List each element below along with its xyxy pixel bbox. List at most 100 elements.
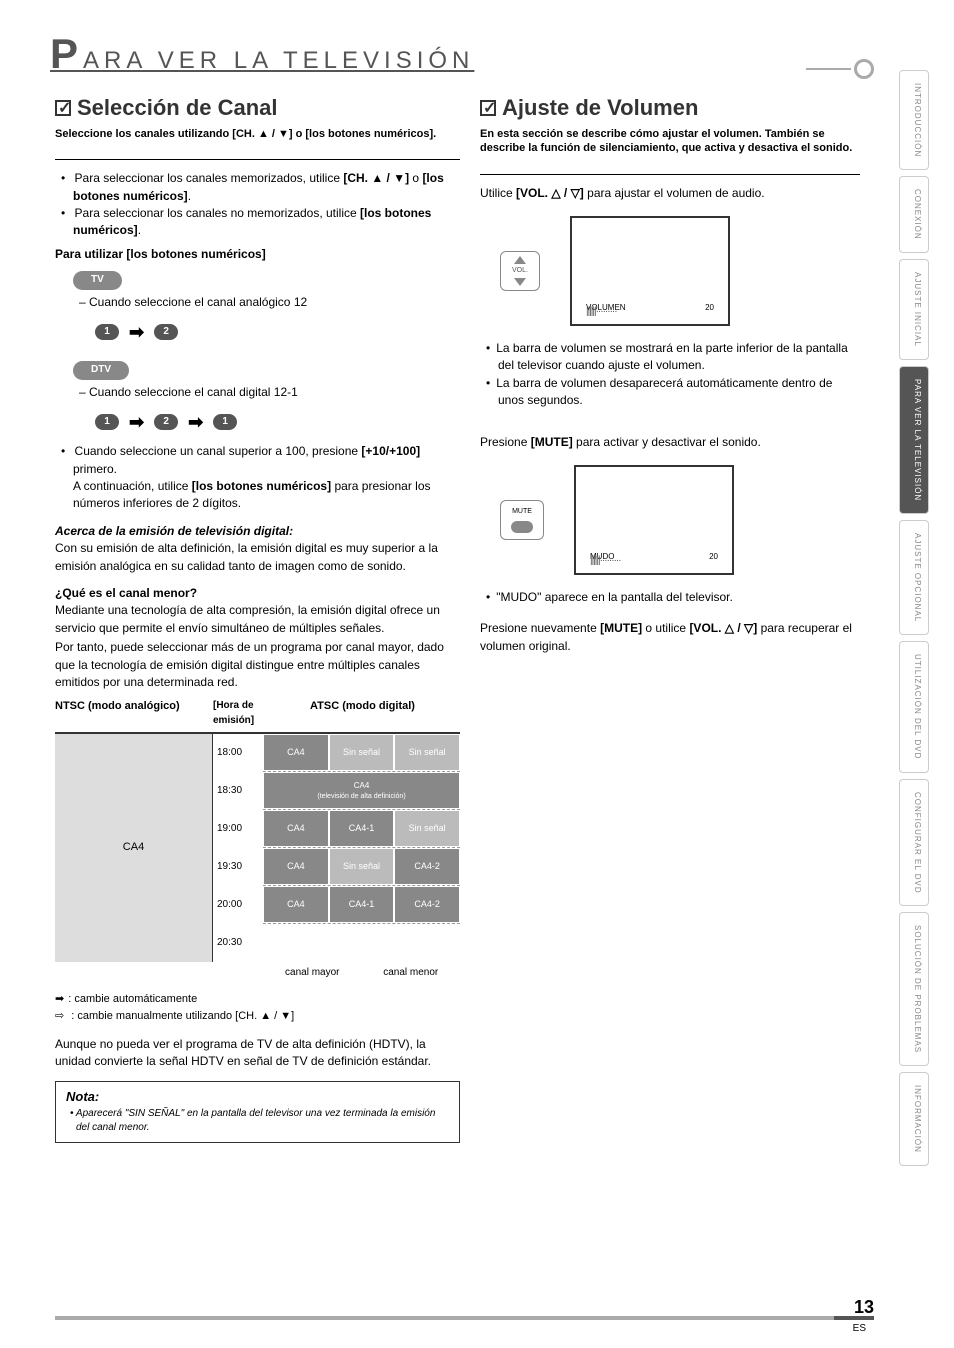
gc: Sin señal	[394, 734, 460, 771]
title-text: Selección de Canal	[77, 95, 278, 120]
header-hora: [Hora de emisión]	[213, 699, 265, 728]
howto-numeric: Para utilizar [los botones numéricos]	[55, 246, 460, 263]
minor-body-1: Mediante una tecnología de alta compresi…	[55, 602, 460, 637]
number-button: 2	[154, 324, 178, 340]
page-number: 13	[854, 1297, 874, 1318]
analog-sequence: 1 ➡ 2	[95, 319, 460, 345]
time-label: 19:00	[213, 810, 263, 848]
dtv-pill: DTV	[73, 361, 129, 380]
corner-decoration	[826, 55, 874, 83]
header-ntsc: NTSC (modo analógico)	[55, 699, 213, 728]
arrow-right-icon: ➡	[129, 409, 144, 435]
time-label: 20:30	[213, 924, 263, 962]
tv-screen-volume: VOLUMEN 20 ||||||·········	[570, 216, 730, 326]
page-lang: ES	[853, 1323, 866, 1334]
time-label: 18:30	[213, 772, 263, 810]
label-menor: canal menor	[362, 966, 461, 981]
minor-channel-title: ¿Qué es el canal menor?	[55, 585, 460, 602]
about-digital-body: Con su emisión de alta definición, la em…	[55, 540, 460, 575]
section-title-volume: Ajuste de Volumen	[480, 95, 860, 121]
atsc-grid: CA4 Sin señal Sin señal CA4 (televisión …	[263, 734, 460, 962]
digital-instruction: – Cuando seleccione el canal digital 12-…	[73, 384, 460, 401]
section-subtitle: Seleccione los canales utilizando [CH. ▲…	[55, 127, 460, 141]
nota-box: Nota: • Aparecerá "SIN SEÑAL" en la pant…	[55, 1081, 460, 1143]
nota-title: Nota:	[66, 1088, 449, 1107]
vol-bullet-2: La barra de volumen desaparecerá automát…	[498, 375, 860, 410]
time-label: 19:30	[213, 848, 263, 886]
mute-remote-button: MUTE	[500, 500, 544, 540]
number-button: 1	[95, 324, 119, 340]
label-mayor: canal mayor	[263, 966, 362, 981]
legend: : cambie automáticamente : cambie manual…	[55, 991, 460, 1026]
side-tab[interactable]: AJUSTE OPCIONAL	[899, 520, 929, 635]
vol-remote-button: VOL.	[500, 251, 540, 291]
number-button: 1	[213, 414, 237, 430]
analog-instruction: – Cuando seleccione el canal analógico 1…	[73, 294, 460, 311]
page-footer-bar	[55, 1316, 874, 1320]
up-triangle-icon	[514, 256, 526, 264]
side-tab[interactable]: INFORMACIÓN	[899, 1072, 929, 1166]
gc: CA4-2	[394, 848, 460, 885]
about-digital-title: Acerca de la emisión de televisión digit…	[55, 523, 460, 540]
title-text: Ajuste de Volumen	[502, 95, 698, 120]
gc: Sin señal	[394, 810, 460, 847]
time-label: 18:00	[213, 734, 263, 772]
gc: Sin señal	[329, 734, 395, 771]
arrow-right-icon: ➡	[129, 319, 144, 345]
right-column: Ajuste de Volumen En esta sección se des…	[480, 95, 860, 665]
side-tab[interactable]: AJUSTE INICIAL	[899, 259, 929, 360]
check-icon	[55, 100, 71, 116]
minor-body-2: Por tanto, puede seleccionar más de un p…	[55, 639, 460, 691]
header-atsc: ATSC (modo digital)	[265, 699, 460, 728]
section-title-channel: Selección de Canal	[55, 95, 460, 121]
side-tab[interactable]: INTRODUCCIÓN	[899, 70, 929, 170]
mudo-appears: "MUDO" aparece en la pantalla del televi…	[498, 589, 860, 606]
time-label: 20:00	[213, 886, 263, 924]
bullet-not-memorized: Para seleccionar los canales no memoriza…	[73, 205, 460, 240]
volume-illustration: VOL. VOLUMEN 20 ||||||·········	[500, 216, 860, 326]
side-tab[interactable]: SOLUCIÓN DE PROBLEMAS	[899, 912, 929, 1066]
check-icon	[480, 100, 496, 116]
osd-bar: ||||||·········	[590, 554, 621, 569]
volume-subtitle: En esta sección se describe cómo ajustar…	[480, 127, 860, 156]
gc: CA4	[263, 734, 329, 771]
over-100-note: Cuando seleccione un canal superior a 10…	[73, 443, 460, 513]
bullet-memorized: Para seleccionar los canales memorizados…	[73, 170, 460, 205]
use-vol-line: Utilice [VOL. △ / ▽] para ajustar el vol…	[480, 185, 860, 202]
side-tab[interactable]: CONEXIÓN	[899, 176, 929, 253]
left-column: Selección de Canal Seleccione los canale…	[55, 95, 460, 1153]
side-tab[interactable]: CONFIGURAR EL DVD	[899, 779, 929, 907]
number-button: 2	[154, 414, 178, 430]
down-triangle-icon	[514, 278, 526, 286]
side-tabs: INTRODUCCIÓN CONEXIÓN AJUSTE INICIAL PARA V…	[899, 70, 929, 1166]
mute-oval-icon	[511, 521, 533, 533]
channel-chart: NTSC (modo analógico) [Hora de emisión] …	[55, 699, 460, 981]
gc: Sin señal	[329, 848, 395, 885]
time-col: 18:0018:3019:0019:3020:0020:30	[213, 734, 263, 962]
gc: CA4 (televisión de alta definición)	[263, 772, 460, 809]
page-title: PARA VER LA TELEVISIÓN	[50, 30, 474, 78]
digital-sequence: 1➡2➡1	[95, 409, 460, 435]
ntsc-col: CA4	[55, 734, 213, 962]
gc: CA4	[263, 848, 329, 885]
gc: CA4	[263, 810, 329, 847]
nota-body: • Aparecerá "SIN SEÑAL" en la pantalla d…	[66, 1107, 449, 1136]
legend-auto: : cambie automáticamente	[55, 991, 460, 1009]
gc: CA4-1	[329, 886, 395, 923]
gc: CA4-1	[329, 810, 395, 847]
side-tab[interactable]: UTILIZACIÓN DEL DVD	[899, 641, 929, 772]
channel-content: Para seleccionar los canales memorizados…	[55, 159, 460, 1152]
volume-content: Utilice [VOL. △ / ▽] para ajustar el vol…	[480, 174, 860, 666]
side-tab[interactable]: PARA VER LA TELEVISIÓN	[899, 366, 929, 514]
tv-screen-mute: MUDO 20 ||||||·········	[574, 465, 734, 575]
mute-illustration: MUTE MUDO 20 ||||||·········	[500, 465, 860, 575]
vol-bullet-1: La barra de volumen se mostrará en la pa…	[498, 340, 860, 375]
mute-line: Presione [MUTE] para activar y desactiva…	[480, 434, 860, 451]
recover-line: Presione nuevamente [MUTE] o utilice [VO…	[480, 620, 860, 655]
hdtv-note: Aunque no pueda ver el programa de TV de…	[55, 1036, 460, 1071]
title-big-letter: P	[50, 30, 83, 77]
gc: CA4-2	[394, 886, 460, 923]
tv-pill: TV	[73, 271, 122, 290]
osd-bar: ||||||·········	[586, 305, 617, 320]
vol-label: VOL.	[512, 266, 528, 276]
